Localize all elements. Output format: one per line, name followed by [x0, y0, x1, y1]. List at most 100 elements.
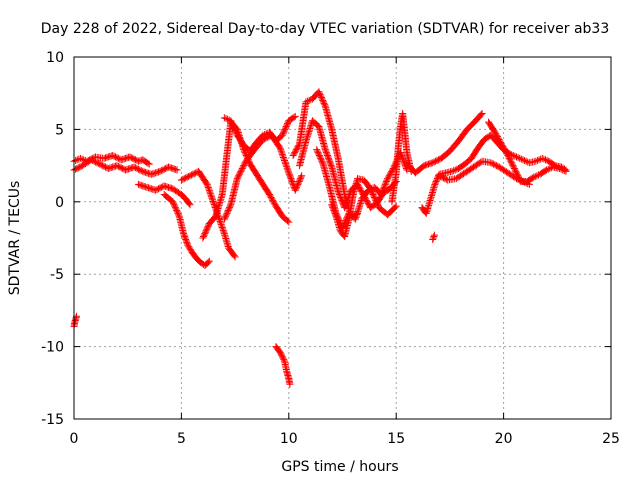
data-point — [318, 95, 326, 103]
data-point — [513, 170, 521, 178]
data-point — [132, 164, 140, 172]
data-point — [541, 156, 549, 164]
data-point — [493, 131, 501, 139]
data-point — [184, 241, 192, 249]
data-point — [492, 162, 500, 170]
data-point — [282, 124, 290, 132]
data-point — [289, 179, 297, 187]
data-point — [317, 92, 325, 100]
data-point — [159, 166, 167, 174]
data-point — [217, 220, 225, 228]
chart-title: Day 228 of 2022, Sidereal Day-to-day VTE… — [41, 21, 610, 37]
data-point — [203, 180, 211, 188]
data-point — [316, 91, 324, 99]
data-point — [555, 164, 563, 172]
data-point — [432, 157, 440, 165]
data-point — [157, 167, 165, 175]
data-point — [508, 160, 516, 168]
data-point — [322, 147, 330, 155]
data-point — [206, 188, 214, 196]
data-point — [337, 193, 345, 201]
data-point — [336, 192, 344, 200]
data-point — [202, 227, 210, 235]
data-point — [113, 154, 121, 162]
data-point — [487, 159, 495, 167]
data-point — [356, 185, 364, 193]
data-point — [332, 211, 340, 219]
data-point — [220, 228, 228, 236]
data-point — [94, 159, 102, 167]
data-point — [216, 217, 224, 225]
data-point — [277, 350, 285, 358]
data-point — [190, 170, 198, 178]
data-point — [126, 153, 134, 161]
data-point — [329, 204, 337, 212]
data-point — [285, 169, 293, 177]
data-point — [386, 170, 394, 178]
data-point — [292, 146, 300, 154]
data-point — [364, 199, 372, 207]
data-point — [204, 182, 212, 190]
data-point — [515, 173, 523, 181]
data-point — [269, 196, 277, 204]
data-point — [278, 351, 286, 359]
data-point — [330, 206, 338, 214]
data-point — [506, 156, 514, 164]
data-point — [182, 174, 190, 182]
data-point — [171, 204, 179, 212]
data-point — [399, 156, 407, 164]
data-point — [173, 206, 181, 214]
data-point — [127, 154, 135, 162]
data-point — [282, 161, 290, 169]
data-point — [327, 160, 335, 168]
y-tick-label: -10 — [41, 340, 64, 356]
data-point — [512, 167, 520, 175]
data-point — [181, 233, 189, 241]
data-point — [294, 143, 302, 151]
data-point — [185, 243, 193, 251]
data-point — [314, 149, 322, 157]
data-point — [84, 157, 92, 165]
data-point — [507, 157, 515, 165]
data-point — [329, 205, 337, 213]
data-point — [277, 147, 285, 155]
data-point — [278, 149, 286, 157]
data-point — [379, 186, 387, 194]
data-point — [315, 150, 323, 158]
data-point — [335, 189, 343, 197]
data-point — [261, 130, 269, 138]
data-point — [509, 162, 517, 170]
data-point — [282, 123, 290, 131]
data-point — [206, 190, 214, 198]
series-track-b — [70, 151, 153, 168]
data-point — [294, 179, 302, 187]
axes: 0 5 10 15 20 25 -15 -10 -5 0 5 10 — [41, 50, 620, 447]
data-point — [136, 166, 144, 174]
data-point — [186, 246, 194, 254]
data-point — [72, 157, 80, 165]
data-point — [277, 146, 285, 154]
series-track-r — [485, 118, 570, 186]
data-point — [129, 154, 137, 162]
data-point — [204, 258, 212, 266]
data-point — [170, 201, 178, 209]
data-point — [384, 173, 392, 181]
y-tick-label: 10 — [46, 50, 64, 66]
data-point — [335, 191, 343, 199]
data-point — [295, 141, 303, 149]
x-tick-label: 25 — [602, 431, 620, 447]
data-point — [293, 182, 301, 190]
data-point — [453, 165, 461, 173]
data-point — [237, 167, 245, 175]
data-point — [282, 160, 290, 168]
data-point — [200, 233, 208, 241]
data-point — [546, 164, 554, 172]
data-point — [137, 167, 145, 175]
data-point — [516, 154, 524, 162]
data-point — [291, 112, 299, 120]
data-point — [371, 195, 379, 203]
data-point — [280, 127, 288, 135]
data-point — [281, 157, 289, 165]
data-point — [478, 109, 486, 117]
